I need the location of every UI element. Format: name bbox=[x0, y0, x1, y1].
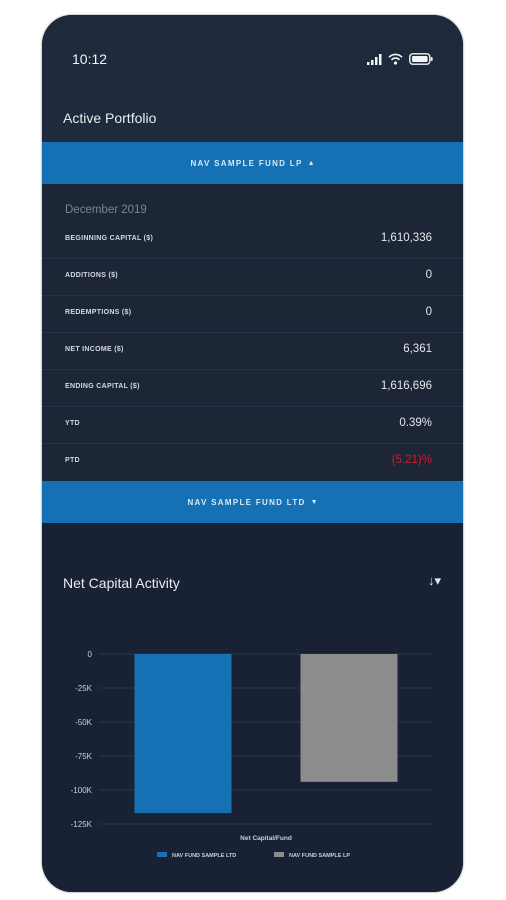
fund-selector-label: NAV SAMPLE FUND LTD bbox=[187, 497, 306, 507]
legend-swatch bbox=[274, 852, 284, 857]
row-value: 1,610,336 bbox=[380, 232, 432, 244]
row-ending-capital: ENDING CAPITAL ($) 1,616,696 bbox=[42, 369, 463, 407]
fund-selector-bottom[interactable]: NAV SAMPLE FUND LTD ▼ bbox=[42, 481, 463, 523]
row-value: 0 bbox=[425, 306, 432, 318]
legend-label: NAV FUND SAMPLE LP bbox=[289, 853, 350, 859]
row-label: BEGINNING CAPITAL ($) bbox=[65, 235, 154, 242]
net-capital-chart: 0 -25K -50K -75K -100K -125K Net Capital/Fund N… bbox=[71, 650, 432, 859]
bar-2 bbox=[300, 654, 398, 782]
y-tick-label: 0 bbox=[88, 650, 93, 659]
fund-selector-top[interactable]: NAV SAMPLE FUND LP ▲ bbox=[42, 142, 463, 184]
row-label: NET INCOME ($) bbox=[65, 346, 124, 353]
row-label: REDEMPTIONS ($) bbox=[65, 309, 132, 316]
battery-icon bbox=[409, 53, 433, 65]
caret-down-icon: ▼ bbox=[310, 498, 318, 506]
legend-swatch bbox=[157, 852, 167, 857]
capital-summary: December 2019 BEGINNING CAPITAL ($) 1,61… bbox=[42, 184, 463, 481]
status-time: 10:12 bbox=[72, 51, 108, 67]
y-tick-label: -125K bbox=[71, 820, 93, 829]
x-axis-label: Net Capital/Fund bbox=[240, 835, 292, 842]
y-tick-label: -25K bbox=[75, 684, 93, 693]
legend-label: NAV FUND SAMPLE LTD bbox=[172, 853, 236, 859]
page-title: Active Portfolio bbox=[63, 110, 157, 126]
phone-frame: 10:12 Active Portfolio NAV SAMPLE FU bbox=[42, 15, 463, 892]
chart-section: Net Capital Activity ↓▾ 0 -25K -50K -75K -10… bbox=[42, 523, 463, 892]
row-label: ENDING CAPITAL ($) bbox=[65, 383, 140, 390]
row-value: (5.21)% bbox=[391, 454, 432, 466]
row-label: YTD bbox=[65, 420, 80, 427]
signal-icon bbox=[367, 53, 382, 65]
status-icons bbox=[367, 53, 433, 65]
row-net-income: NET INCOME ($) 6,361 bbox=[42, 332, 463, 370]
y-tick-label: -50K bbox=[75, 718, 93, 727]
chart-title: Net Capital Activity bbox=[63, 575, 180, 591]
row-ytd: YTD 0.39% bbox=[42, 406, 463, 444]
y-tick-label: -75K bbox=[75, 752, 93, 761]
row-label: PTD bbox=[65, 457, 80, 464]
row-redemptions: REDEMPTIONS ($) 0 bbox=[42, 295, 463, 333]
row-beginning-capital: BEGINNING CAPITAL ($) 1,610,336 bbox=[42, 221, 463, 259]
app-header: Active Portfolio bbox=[42, 93, 463, 143]
row-additions: ADDITIONS ($) 0 bbox=[42, 258, 463, 296]
sort-down-icon[interactable]: ↓▾ bbox=[427, 573, 441, 588]
y-tick-label: -100K bbox=[71, 786, 93, 795]
row-value: 0.39% bbox=[399, 417, 432, 429]
wifi-icon bbox=[388, 53, 403, 65]
period-label: December 2019 bbox=[65, 204, 147, 216]
row-label: ADDITIONS ($) bbox=[65, 272, 118, 279]
row-ptd: PTD (5.21)% bbox=[42, 443, 463, 480]
bar-1 bbox=[134, 654, 232, 814]
status-bar: 10:12 bbox=[42, 15, 463, 93]
fund-selector-label: NAV SAMPLE FUND LP bbox=[190, 158, 303, 168]
row-value: 6,361 bbox=[403, 343, 432, 355]
caret-up-icon: ▲ bbox=[307, 159, 315, 167]
row-value: 0 bbox=[425, 269, 432, 281]
row-value: 1,616,696 bbox=[380, 380, 432, 392]
